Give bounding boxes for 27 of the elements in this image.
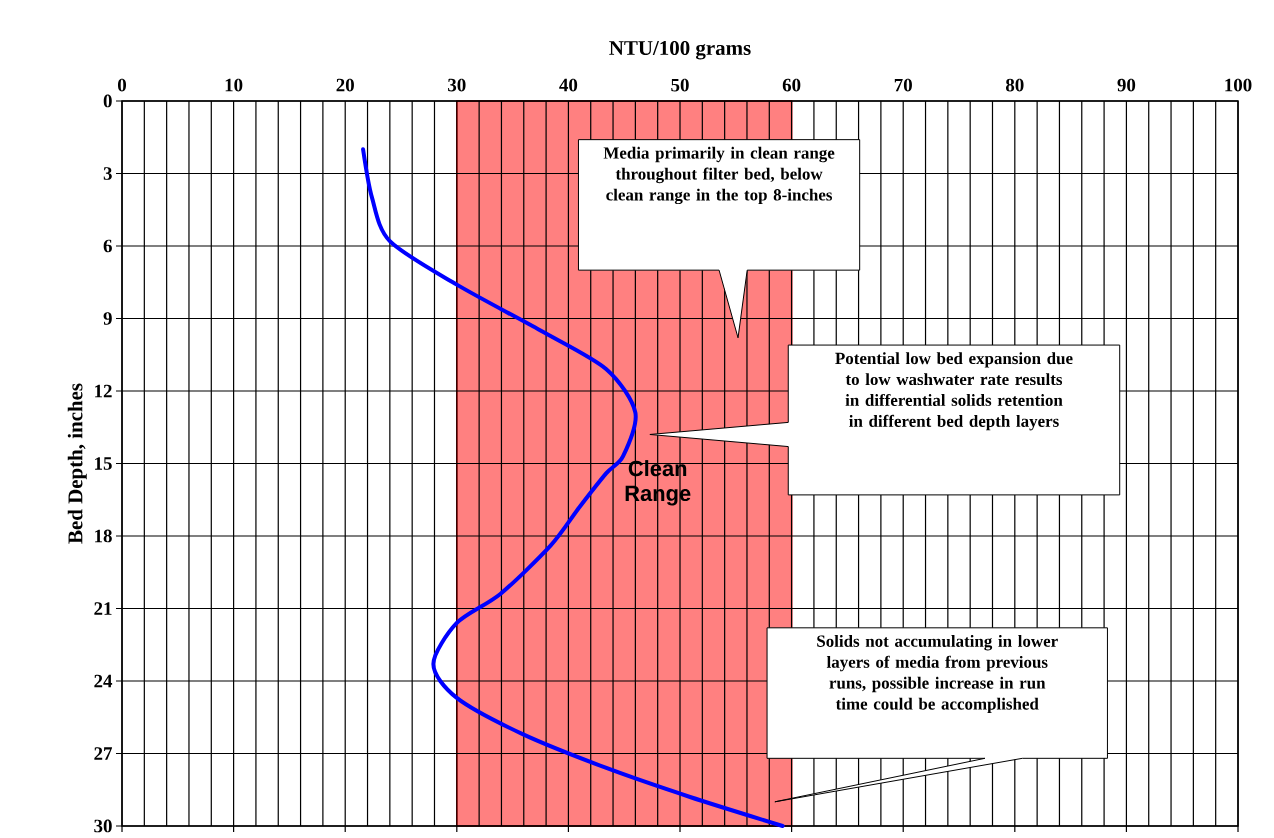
annotation: Media primarily in clean range throughout filter bed, below clean range in the top 8-inches <box>603 146 835 205</box>
x-tick-label: 90 <box>1117 78 1136 92</box>
x-tick-label: 30 <box>448 78 466 92</box>
y-tick-label: 12 <box>95 384 112 398</box>
y-tick-label: 9 <box>103 312 112 325</box>
y-axis-title: Bed Depth, inches <box>67 383 87 544</box>
x-tick-label: 0 <box>118 78 127 92</box>
y-tick-label: 30 <box>94 819 112 833</box>
annotation: Solids not accumulating in lower layers of media from previous runs, possible increase in run time could be accomplished <box>817 634 1058 714</box>
y-tick-label: 3 <box>103 167 112 180</box>
y-tick-label: 6 <box>103 239 112 253</box>
y-tick-label: 18 <box>95 529 112 543</box>
y-tick-label: 24 <box>94 674 113 688</box>
y-tick-label: 21 <box>94 602 112 615</box>
y-tick-label: 0 <box>103 94 112 108</box>
x-tick-label: 60 <box>782 78 801 92</box>
x-tick-label: 40 <box>559 78 578 92</box>
x-tick-label: 50 <box>671 78 689 92</box>
x-tick-label: 100 <box>1225 78 1252 92</box>
x-tick-label: 80 <box>1005 78 1024 92</box>
y-tick-label: 15 <box>95 457 112 470</box>
annotation: Potential low bed expansion due to low washwater rate results in differential solids retention in different bed depth layers <box>835 352 1073 431</box>
x-tick-label: 20 <box>336 78 354 92</box>
x-tick-label: 70 <box>894 78 912 92</box>
x-tick-label: 10 <box>225 78 243 92</box>
y-tick-label: 27 <box>94 747 113 760</box>
x-axis-title: NTU/100 grams <box>609 40 751 60</box>
